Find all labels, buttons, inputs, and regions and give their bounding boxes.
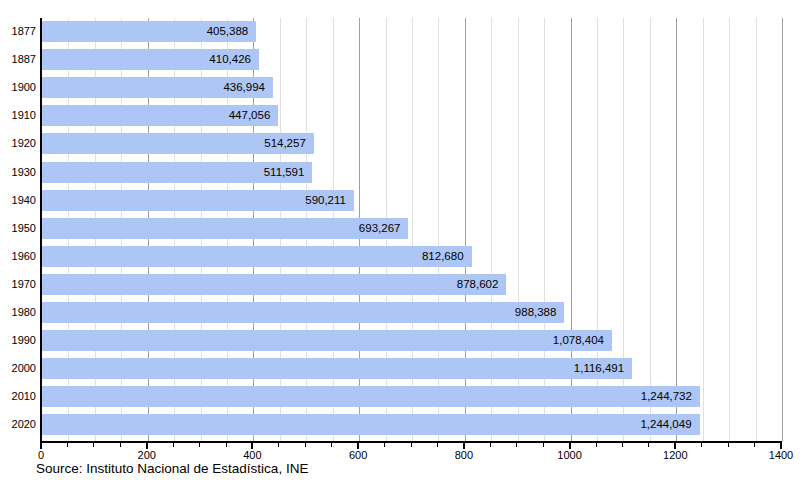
- bar: 1,244,049: [42, 414, 700, 435]
- y-axis-label: 1930: [0, 162, 36, 183]
- bar-row: 20201,244,049: [42, 412, 782, 440]
- x-minor-tick: [331, 443, 332, 447]
- x-tick-label: 400: [243, 449, 261, 461]
- bar: 1,078,404: [42, 330, 612, 351]
- bar-row: 1910447,056: [42, 103, 782, 131]
- y-axis-label: 1910: [0, 105, 36, 126]
- y-axis-label: 1950: [0, 218, 36, 239]
- x-minor-tick: [67, 443, 68, 447]
- x-minor-tick: [754, 443, 755, 447]
- bar: 590,211: [42, 190, 354, 211]
- bar: 410,426: [42, 49, 259, 70]
- bar-value-label: 812,680: [422, 246, 472, 267]
- bar: 447,056: [42, 105, 278, 126]
- bar-value-label: 514,257: [264, 133, 314, 154]
- bar: 1,244,732: [42, 386, 700, 407]
- x-minor-tick: [516, 443, 517, 447]
- y-axis-label: 1990: [0, 330, 36, 351]
- bar-row: 1950693,267: [42, 216, 782, 244]
- bar: 988,388: [42, 302, 564, 323]
- x-tick-label: 800: [455, 449, 473, 461]
- bar-row: 1940590,211: [42, 188, 782, 216]
- y-axis-label: 2000: [0, 358, 36, 379]
- y-axis-label: 1877: [0, 21, 36, 42]
- bar: 514,257: [42, 133, 314, 154]
- x-tick-label: 200: [138, 449, 156, 461]
- x-tick-label: 1400: [769, 449, 793, 461]
- bar: 878,602: [42, 274, 506, 295]
- y-axis-label: 2010: [0, 386, 36, 407]
- x-minor-tick: [120, 443, 121, 447]
- x-tick-label: 600: [349, 449, 367, 461]
- y-axis-label: 1980: [0, 302, 36, 323]
- bar-row: 1930511,591: [42, 160, 782, 188]
- bar-value-label: 511,591: [264, 162, 313, 183]
- x-minor-tick: [93, 443, 94, 447]
- bar-value-label: 447,056: [229, 105, 279, 126]
- plot-area: 1877405,3881887410,4261900436,9941910447…: [40, 18, 782, 443]
- bar-row: 19901,078,404: [42, 328, 782, 356]
- bar-row: 1877405,388: [42, 19, 782, 47]
- bar-value-label: 1,116,491: [574, 358, 632, 379]
- bar-value-label: 410,426: [209, 49, 259, 70]
- x-minor-tick: [596, 443, 597, 447]
- bar: 405,388: [42, 21, 256, 42]
- x-minor-tick: [543, 443, 544, 447]
- x-minor-tick: [305, 443, 306, 447]
- x-minor-tick: [648, 443, 649, 447]
- bar-row: 1980988,388: [42, 300, 782, 328]
- bar-row: 20001,116,491: [42, 356, 782, 384]
- y-axis-label: 1887: [0, 49, 36, 70]
- bar-value-label: 693,267: [359, 218, 409, 239]
- population-bar-chart: 1877405,3881887410,4261900436,9941910447…: [0, 0, 800, 480]
- y-axis-label: 1970: [0, 274, 36, 295]
- x-tick-label: 1000: [557, 449, 581, 461]
- bar-row: 1887410,426: [42, 47, 782, 75]
- y-axis-label: 1900: [0, 77, 36, 98]
- x-minor-tick: [728, 443, 729, 447]
- bar-value-label: 405,388: [207, 21, 257, 42]
- x-minor-tick: [622, 443, 623, 447]
- x-minor-tick: [437, 443, 438, 447]
- major-gridline: [782, 18, 783, 441]
- bar-value-label: 436,994: [223, 77, 273, 98]
- bar: 436,994: [42, 77, 273, 98]
- y-axis-label: 2020: [0, 414, 36, 435]
- x-tick-label: 0: [38, 449, 44, 461]
- bar-row: 1920514,257: [42, 131, 782, 159]
- x-minor-tick: [278, 443, 279, 447]
- bar-value-label: 1,078,404: [553, 330, 612, 351]
- bar: 693,267: [42, 218, 408, 239]
- y-axis-label: 1920: [0, 133, 36, 154]
- y-axis-label: 1940: [0, 190, 36, 211]
- x-minor-tick: [701, 443, 702, 447]
- x-tick-label: 1200: [663, 449, 687, 461]
- bar-row: 20101,244,732: [42, 384, 782, 412]
- source-caption: Source: Instituto Nacional de Estadístic…: [36, 461, 308, 476]
- bar-row: 1900436,994: [42, 75, 782, 103]
- bar-value-label: 878,602: [457, 274, 507, 295]
- bar: 812,680: [42, 246, 472, 267]
- bar-value-label: 988,388: [515, 302, 565, 323]
- bar-value-label: 590,211: [305, 190, 354, 211]
- y-axis-label: 1960: [0, 246, 36, 267]
- x-minor-tick: [411, 443, 412, 447]
- bar-value-label: 1,244,732: [641, 386, 700, 407]
- x-minor-tick: [199, 443, 200, 447]
- bar: 1,116,491: [42, 358, 632, 379]
- bar-row: 1960812,680: [42, 244, 782, 272]
- x-minor-tick: [173, 443, 174, 447]
- bar-value-label: 1,244,049: [640, 414, 699, 435]
- x-minor-tick: [226, 443, 227, 447]
- x-minor-tick: [384, 443, 385, 447]
- bar: 511,591: [42, 162, 312, 183]
- bar-row: 1970878,602: [42, 272, 782, 300]
- x-minor-tick: [490, 443, 491, 447]
